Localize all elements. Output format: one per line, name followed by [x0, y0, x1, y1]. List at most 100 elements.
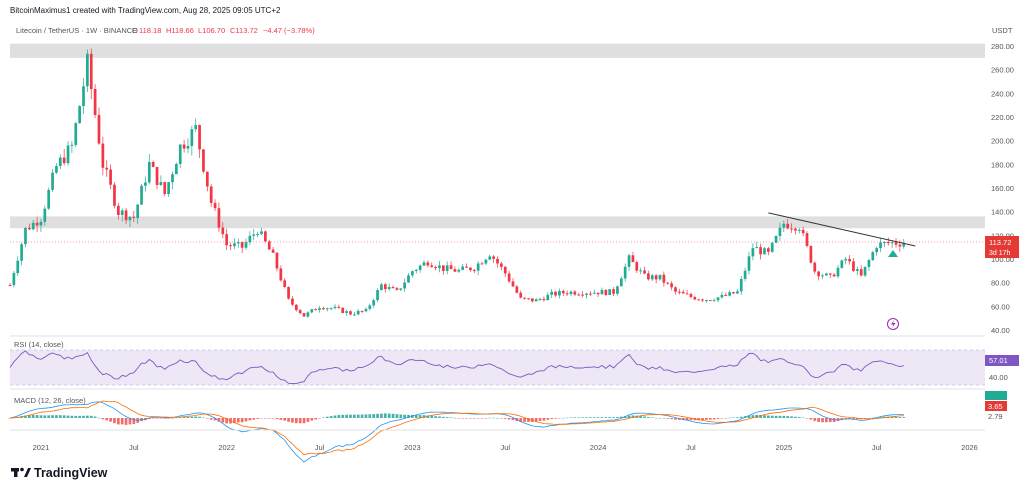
- candle-body: [356, 310, 360, 315]
- candle-body: [186, 145, 190, 149]
- ohlc-close: C113.72: [230, 26, 258, 35]
- macd-bar: [492, 417, 495, 419]
- candle-body: [209, 186, 213, 203]
- macd-bar: [209, 418, 213, 420]
- macd-bar: [592, 417, 596, 418]
- macd-bar: [770, 415, 774, 418]
- macd-bar: [484, 417, 488, 419]
- candle-body: [124, 210, 128, 221]
- macd-bar: [561, 417, 565, 419]
- rsi-line: [9, 350, 904, 385]
- price-tick-label: 180.00: [991, 160, 1014, 169]
- candle-body: [248, 235, 252, 243]
- candle-body: [97, 114, 101, 144]
- candle-body: [399, 288, 403, 290]
- macd-bar: [550, 418, 554, 419]
- price-tick-label: 40.00: [991, 326, 1010, 335]
- candle-body: [93, 88, 97, 115]
- candle-body: [39, 221, 43, 226]
- candle-body: [407, 275, 410, 283]
- candle-body: [836, 267, 840, 277]
- macd-bar: [271, 418, 275, 419]
- macd-bar: [368, 414, 372, 418]
- candle-body: [844, 258, 848, 261]
- candle-body: [612, 289, 615, 294]
- macd-bar: [411, 414, 414, 418]
- macd-bar: [86, 415, 89, 418]
- macd-bar: [453, 417, 457, 419]
- candle-body: [600, 289, 604, 295]
- macd-bar: [8, 418, 12, 419]
- price-tick-label: 80.00: [991, 279, 1010, 288]
- candle-body: [527, 298, 530, 300]
- candle-body: [770, 242, 774, 252]
- ohlc-high: H118.66: [166, 26, 194, 35]
- candle-body: [708, 300, 712, 302]
- macd-bar: [287, 418, 290, 422]
- macd-bar: [898, 417, 902, 418]
- credit-line: BitcoinMaximus1 created with TradingView…: [10, 6, 281, 15]
- candle-body: [31, 222, 35, 230]
- candle-body: [577, 294, 581, 296]
- candle-body: [178, 144, 182, 164]
- macd-bar: [171, 418, 174, 419]
- macd-bar: [519, 418, 523, 422]
- candle-body: [128, 216, 132, 221]
- candle-body: [685, 293, 689, 295]
- candle-body: [674, 287, 677, 292]
- time-tick-label: Jul: [500, 443, 510, 452]
- time-tick-label: 2021: [33, 443, 50, 452]
- macd-bar: [221, 418, 225, 423]
- candle-body: [596, 292, 600, 295]
- macd-bar: [418, 415, 422, 418]
- candle-body: [654, 275, 658, 280]
- candle-body: [825, 273, 828, 276]
- candle-body: [283, 280, 287, 287]
- candle-body: [376, 290, 379, 301]
- macd-bar: [577, 417, 581, 418]
- candle-body: [585, 293, 588, 296]
- macd-bar: [554, 418, 557, 419]
- candle-body: [855, 269, 859, 271]
- macd-bar: [751, 415, 755, 418]
- candle-body: [345, 311, 348, 313]
- macd-bar: [383, 413, 387, 418]
- candle-body: [875, 248, 879, 253]
- candle-body: [476, 263, 480, 271]
- candle-body: [445, 265, 449, 272]
- macd-bar: [337, 415, 341, 418]
- candle-body: [492, 256, 495, 259]
- macd-bar: [817, 418, 820, 422]
- candle-body: [519, 292, 523, 298]
- macd-bar: [283, 418, 287, 421]
- macd-bar: [596, 417, 600, 418]
- candle-body: [759, 247, 762, 255]
- candle-body: [221, 227, 225, 235]
- macd-bar: [198, 416, 201, 418]
- macd-bar: [395, 414, 399, 418]
- macd-bar: [275, 418, 279, 420]
- candle-body: [534, 299, 538, 302]
- candle-body: [821, 275, 824, 277]
- macd-bar: [62, 415, 66, 418]
- macd-bar: [879, 416, 882, 418]
- macd-bar: [422, 415, 426, 418]
- candle-body: [871, 252, 875, 261]
- candle-body: [70, 144, 74, 146]
- candle-body: [372, 300, 376, 306]
- candle-body: [623, 266, 627, 279]
- macd-bar: [298, 418, 302, 424]
- signal-arrow-icon: [888, 250, 898, 257]
- macd-bar: [685, 418, 689, 421]
- candle-body: [894, 242, 898, 245]
- macd-bar: [712, 418, 716, 420]
- candle-body: [647, 273, 650, 280]
- candle-body: [809, 245, 813, 263]
- macd-bar: [469, 418, 472, 419]
- candle-body: [739, 278, 743, 292]
- price-tick-label: 280.00: [991, 42, 1014, 51]
- macd-line: [9, 401, 904, 463]
- candle-body: [681, 291, 685, 294]
- candle-body: [635, 262, 639, 271]
- candle-body: [677, 291, 681, 293]
